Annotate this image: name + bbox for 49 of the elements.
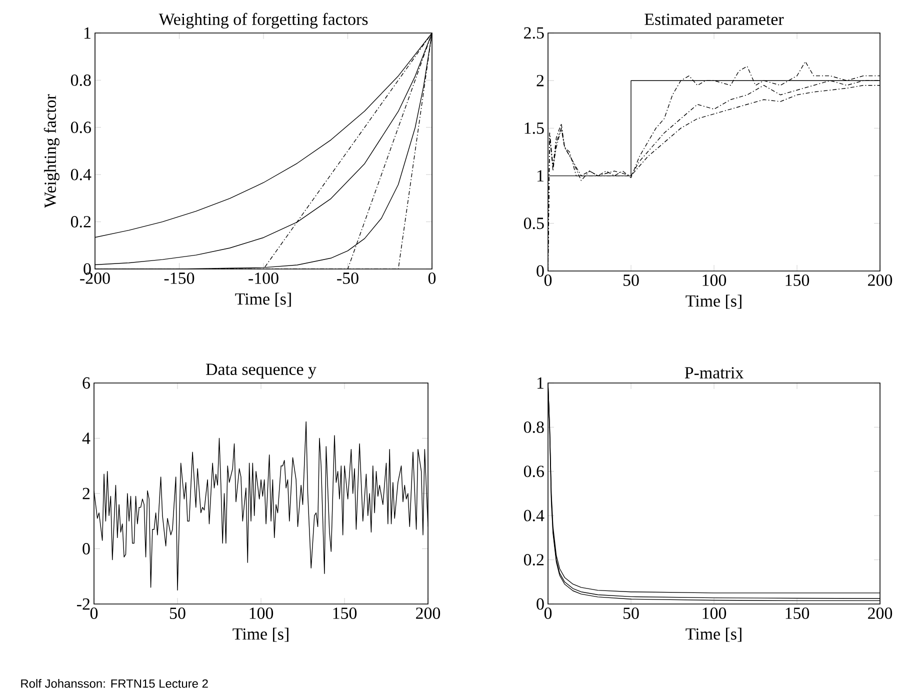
y-axis-title: Weighting factor	[44, 94, 60, 208]
x-axis-title: Time [s]	[235, 292, 291, 307]
y-tick-label: 0	[82, 543, 90, 554]
y-tick-label: -2	[77, 598, 90, 610]
x-tick-label: -150	[164, 272, 194, 284]
x-tick-label: 150	[333, 608, 357, 619]
chart-title: Weighting of forgetting factors	[158, 12, 368, 28]
y-tick-label: 0.4	[70, 168, 92, 180]
x-tick-label: -50	[337, 272, 358, 284]
y-tick-label: 0.6	[70, 122, 91, 134]
chart-title: P-matrix	[684, 367, 744, 379]
y-tick-label: 4	[82, 432, 90, 444]
x-tick-label: -200	[80, 272, 110, 284]
y-tick-label: 6	[82, 377, 90, 389]
text: Rolf Johansson: FRTN15 Lecture 2	[21, 679, 208, 688]
x-tick-label: 0	[428, 272, 436, 284]
x-tick-label: 100	[702, 274, 726, 286]
y-tick-label: 2.5	[524, 27, 544, 39]
x-tick-label: 150	[786, 608, 810, 619]
y-tick-label: 0.2	[524, 554, 544, 566]
y-tick-label: 2	[82, 488, 90, 500]
y-tick-label: 1.5	[524, 122, 544, 134]
x-axis-title: Time [s]	[686, 628, 742, 642]
y-tick-label: 0.6	[524, 466, 544, 478]
y-tick-label: 0	[536, 598, 544, 610]
x-tick-label: 50	[624, 608, 639, 619]
y-tick-label: 1	[84, 27, 90, 39]
y-tick-label: 1	[538, 170, 544, 182]
y-tick-label: 2	[536, 74, 544, 86]
x-axis-title: Time [s]	[232, 628, 288, 642]
y-tick-label: 0.4	[524, 510, 544, 522]
x-tick-label: 150	[786, 274, 810, 286]
x-tick-label: 100	[702, 608, 726, 619]
x-axis-title: Time [s]	[686, 294, 742, 309]
y-tick-label: 0	[84, 263, 91, 275]
x-tick-label: 200	[416, 608, 440, 619]
y-tick-label: 0.2	[70, 216, 91, 228]
y-tick-label: 1	[538, 377, 544, 389]
chart-title: Estimated parameter	[644, 13, 784, 28]
chart-title: Data sequence y	[206, 364, 316, 378]
x-tick-label: 100	[250, 608, 274, 619]
y-tick-label: 0.5	[524, 218, 544, 230]
x-tick-label: 50	[170, 608, 186, 619]
x-tick-label: 200	[868, 274, 892, 286]
x-tick-label: -100	[248, 272, 278, 284]
y-tick-label: 0.8	[524, 421, 544, 433]
x-tick-label: 200	[868, 608, 892, 619]
x-tick-label: 50	[624, 274, 639, 286]
y-tick-label: 0.8	[70, 74, 91, 86]
